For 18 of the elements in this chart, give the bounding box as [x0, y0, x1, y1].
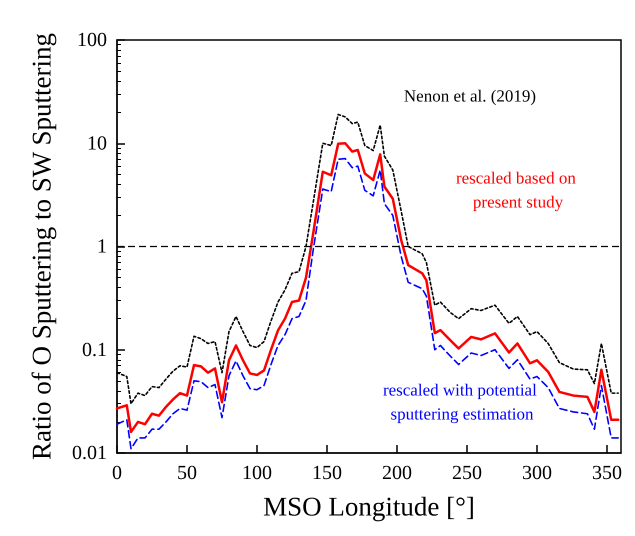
- x-axis-title: MSO Longitude [°]: [263, 492, 475, 522]
- y-tick-label: 0.1: [82, 338, 107, 361]
- y-tick-label: 10: [87, 132, 107, 154]
- series-label: rescaled with potential sputtering estimation: [382, 380, 542, 424]
- x-tick-label: 50: [177, 462, 197, 484]
- y-tick-label: 0.01: [72, 442, 107, 464]
- x-tick-label: 350: [592, 462, 622, 484]
- x-tick-label: 300: [522, 462, 552, 484]
- y-axis-title: Ratio of O Sputtering to SW Sputtering: [26, 33, 56, 460]
- x-tick-label: 250: [452, 462, 482, 484]
- text: rescaled based on present study: [456, 168, 580, 212]
- y-tick-label: 1: [97, 236, 107, 258]
- x-tick-label: 0: [112, 462, 122, 484]
- x-tick-label: 100: [242, 462, 272, 484]
- x-tick-label: 150: [312, 462, 342, 484]
- y-tick-label: 100: [77, 29, 107, 51]
- series-label: Nenon et al. (2019): [404, 86, 536, 106]
- x-tick-label: 200: [382, 462, 412, 484]
